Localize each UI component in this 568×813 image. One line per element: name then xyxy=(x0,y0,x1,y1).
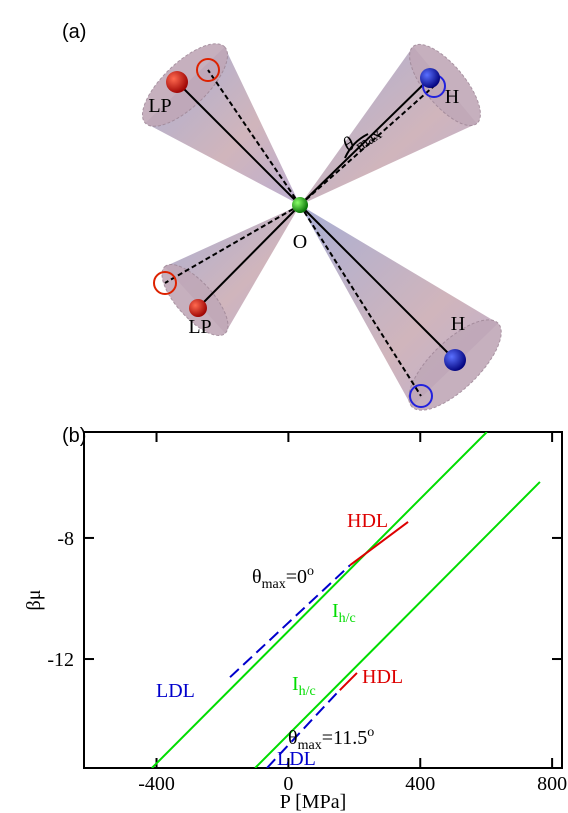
annotation-text: HDL xyxy=(347,510,388,532)
bond xyxy=(299,85,435,206)
annotation-text: I xyxy=(292,673,299,695)
bond xyxy=(176,81,301,206)
annotation-text: LDL xyxy=(156,680,195,702)
atom-label: H xyxy=(445,86,459,108)
y-tick-label: -8 xyxy=(57,528,74,550)
bond xyxy=(207,69,301,206)
annotation-text: HDL xyxy=(362,666,403,688)
annotation: LDL xyxy=(277,748,316,770)
annotation-superscript: o xyxy=(367,725,374,740)
bond xyxy=(299,204,456,361)
data-line xyxy=(349,521,409,566)
hollow-site xyxy=(153,271,177,295)
atom-label: LP xyxy=(148,95,171,117)
annotation-subscript: max xyxy=(298,738,322,753)
data-line xyxy=(339,672,358,691)
bond xyxy=(299,204,422,397)
angle-arc xyxy=(344,133,369,159)
y-axis-label: βμ xyxy=(23,590,45,611)
x-axis-label: P [MPa] xyxy=(280,791,346,813)
cones xyxy=(141,43,502,411)
data-line xyxy=(229,564,351,678)
x-tick-label: 0 xyxy=(283,773,293,795)
atom xyxy=(189,299,207,317)
annotation: θmax=11.5o xyxy=(288,725,374,753)
annotation: θmax=0o xyxy=(252,564,314,592)
data-line xyxy=(254,481,541,768)
x-tick-label: -400 xyxy=(138,773,175,795)
annotation: Ih/c xyxy=(332,600,356,626)
panel-label: (b) xyxy=(62,425,86,447)
y-tick-label: -12 xyxy=(47,649,74,671)
annotation: HDL xyxy=(347,510,388,532)
data-line xyxy=(151,432,488,768)
bond xyxy=(164,204,301,284)
atom xyxy=(166,71,188,93)
atom xyxy=(444,349,466,371)
annotation: HDL xyxy=(362,666,403,688)
atom-label: O xyxy=(293,231,307,253)
annotation-superscript: o xyxy=(307,564,314,579)
annotation: LDL xyxy=(156,680,195,702)
bond xyxy=(299,77,431,206)
atom-label: LP xyxy=(188,316,211,338)
annotation-subscript: max xyxy=(262,577,286,592)
panel-label: (a) xyxy=(62,21,86,43)
plot-frame xyxy=(83,431,563,769)
annotation-text: LDL xyxy=(277,748,316,770)
annotation-text: θ xyxy=(288,727,298,749)
annotation-text: θ xyxy=(252,566,262,588)
x-tick-label: 800 xyxy=(537,773,567,795)
annotation-text: =11.5 xyxy=(322,727,368,749)
atom-label: H xyxy=(451,313,465,335)
annotation-subscript: h/c xyxy=(299,684,316,699)
plot-lines xyxy=(151,432,541,768)
x-tick-label: 400 xyxy=(405,773,435,795)
hollow-site xyxy=(409,384,433,408)
annotation-text: =0 xyxy=(286,566,307,588)
annotation-subscript: h/c xyxy=(339,611,356,626)
hollow-site xyxy=(196,58,220,82)
atom xyxy=(420,68,440,88)
atom xyxy=(292,197,308,213)
annotation: Ih/c xyxy=(292,673,316,699)
annotation-text: I xyxy=(332,600,339,622)
bond xyxy=(197,204,301,309)
